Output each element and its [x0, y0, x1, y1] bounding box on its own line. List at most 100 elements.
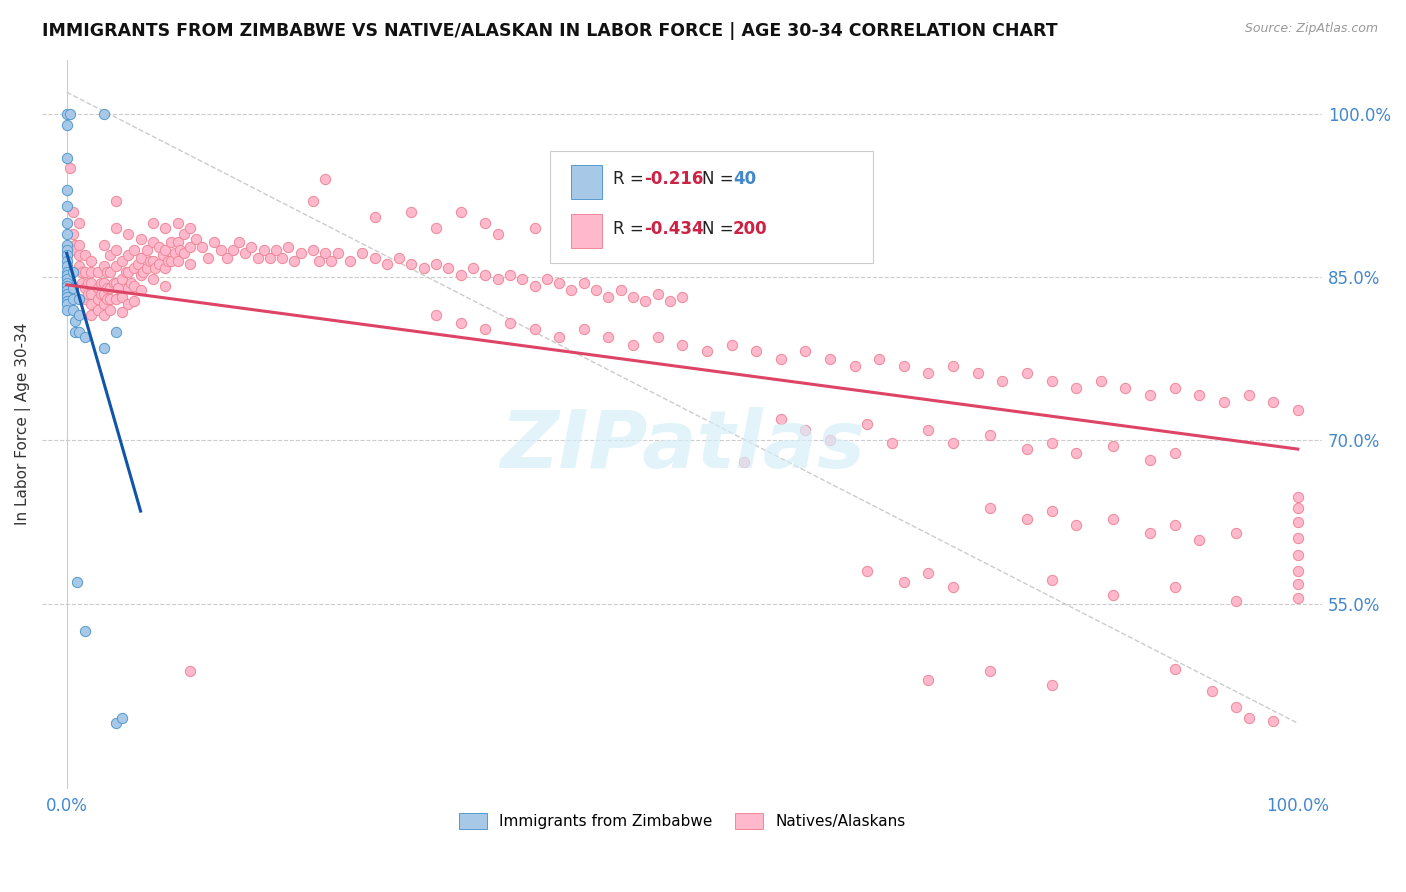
Point [1286, 500, 1309, 515]
Point [129, 251, 152, 265]
Point [572, 276, 595, 290]
Point [75, 292, 97, 306]
Point [179, 664, 201, 678]
Point [363, 251, 385, 265]
Point [55, 151, 77, 165]
Point [240, 240, 263, 254]
Point [179, 240, 201, 254]
Point [1188, 387, 1211, 401]
Point [1164, 518, 1187, 533]
Point [124, 261, 146, 276]
Point [1139, 453, 1161, 467]
Point [117, 227, 139, 241]
Point [67, 216, 90, 230]
Point [160, 253, 183, 268]
Point [55, 118, 77, 132]
Point [104, 292, 127, 306]
Point [1015, 366, 1038, 380]
Point [621, 237, 644, 252]
Point [90, 276, 112, 290]
Text: -0.434: -0.434 [644, 220, 704, 238]
Point [80, 308, 103, 322]
Point [111, 711, 134, 725]
Point [326, 246, 349, 260]
Point [437, 261, 460, 276]
Point [647, 330, 669, 344]
Point [155, 221, 177, 235]
Point [1040, 573, 1063, 587]
Point [76, 276, 98, 290]
Text: 200: 200 [733, 220, 768, 238]
Point [893, 574, 915, 589]
Point [375, 257, 398, 271]
Point [104, 716, 127, 731]
Point [55, 243, 77, 257]
Point [979, 500, 1001, 515]
Point [179, 257, 201, 271]
Point [209, 243, 232, 257]
Point [880, 435, 903, 450]
Point [75, 281, 97, 295]
Point [55, 260, 77, 274]
Point [67, 237, 90, 252]
Point [246, 251, 269, 265]
Point [86, 302, 108, 317]
Point [363, 211, 385, 225]
Point [979, 428, 1001, 442]
Point [62, 265, 84, 279]
Point [696, 235, 718, 250]
Point [104, 276, 127, 290]
Point [1164, 580, 1187, 594]
Point [450, 205, 472, 219]
Point [215, 251, 238, 265]
Point [259, 251, 281, 265]
Point [93, 297, 115, 311]
Point [647, 286, 669, 301]
Point [818, 434, 841, 448]
Point [856, 417, 879, 431]
Point [1286, 403, 1309, 417]
Point [856, 564, 879, 578]
Point [93, 237, 115, 252]
Point [148, 240, 170, 254]
Point [55, 183, 77, 197]
Point [733, 455, 755, 469]
Point [55, 265, 77, 279]
Text: N =: N = [702, 170, 738, 188]
Point [86, 281, 108, 295]
Point [62, 205, 84, 219]
Point [55, 286, 77, 301]
Point [745, 344, 768, 359]
Point [1139, 387, 1161, 401]
Legend: Immigrants from Zimbabwe, Natives/Alaskans: Immigrants from Zimbabwe, Natives/Alaska… [453, 807, 911, 836]
Point [818, 351, 841, 366]
Point [308, 253, 330, 268]
Point [155, 279, 177, 293]
Point [98, 281, 121, 295]
Point [401, 257, 423, 271]
Point [1102, 439, 1125, 453]
Point [917, 366, 939, 380]
Point [621, 290, 644, 304]
Point [1040, 374, 1063, 388]
Point [572, 322, 595, 336]
Point [425, 257, 447, 271]
Point [1015, 442, 1038, 456]
Point [173, 227, 195, 241]
Point [93, 276, 115, 290]
Point [80, 297, 103, 311]
Point [696, 344, 718, 359]
Text: 40: 40 [733, 170, 756, 188]
Point [523, 221, 546, 235]
Point [173, 246, 195, 260]
Point [152, 248, 174, 262]
Point [1286, 577, 1309, 591]
Point [1064, 381, 1087, 395]
Point [65, 237, 87, 252]
Point [93, 308, 115, 322]
Point [93, 107, 115, 121]
Point [523, 279, 546, 293]
Point [55, 290, 77, 304]
Point [197, 251, 219, 265]
Point [166, 253, 188, 268]
